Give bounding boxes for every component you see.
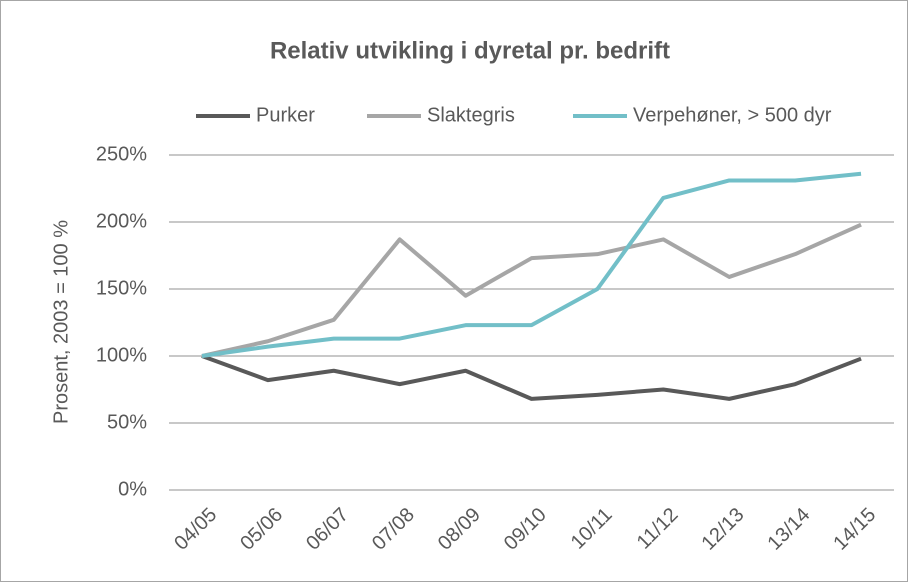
- series-line: [201, 222, 862, 358]
- legend-label: Verpehøner, > 500 dyr: [633, 104, 832, 126]
- y-axis-label: Prosent, 2003 = 100 %: [50, 220, 72, 424]
- legend-label: Slaktegris: [427, 104, 515, 126]
- legend-label: Purker: [256, 104, 315, 126]
- chart-title: Relativ utvikling i dyretal pr. bedrift: [270, 37, 670, 64]
- y-tick-label: 100%: [96, 344, 147, 366]
- y-tick-label: 150%: [96, 277, 147, 299]
- y-tick-label: 250%: [96, 143, 147, 165]
- y-tick-label: 200%: [96, 210, 147, 232]
- y-tick-label: 0%: [118, 478, 147, 500]
- series-line: [201, 171, 862, 358]
- y-tick-label: 50%: [107, 411, 147, 433]
- series-line: [201, 354, 862, 401]
